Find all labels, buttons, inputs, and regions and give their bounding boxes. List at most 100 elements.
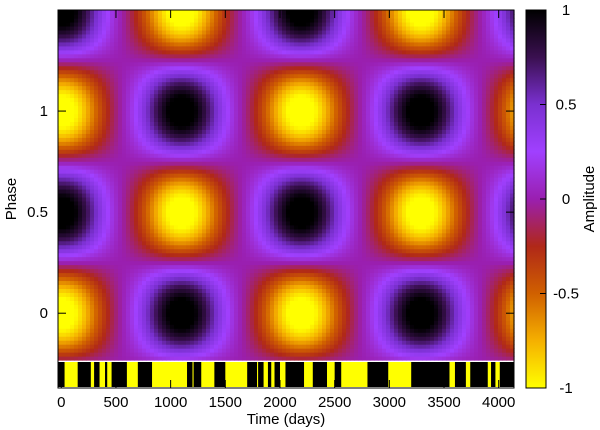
heatmap-cell	[274, 236, 279, 242]
heatmap-cell	[198, 21, 203, 27]
heatmap-cell	[62, 81, 67, 87]
heatmap-cell	[210, 97, 215, 103]
heatmap-cell	[62, 10, 67, 15]
heatmap-cell	[114, 37, 119, 43]
heatmap-cell	[86, 216, 91, 222]
heatmap-cell	[250, 188, 255, 194]
heatmap-cell	[222, 161, 227, 166]
heatmap-cell	[150, 181, 155, 186]
heatmap-cell	[142, 97, 147, 103]
heatmap-cell	[246, 81, 251, 87]
heatmap-cell	[198, 177, 203, 182]
heatmap-cell	[238, 81, 243, 87]
heatmap-cell	[186, 177, 191, 182]
heatmap-cell	[62, 65, 67, 71]
heatmap-cell	[78, 296, 83, 301]
heatmap-cell	[246, 200, 251, 206]
heatmap-cell	[190, 49, 195, 55]
heatmap-cell	[106, 37, 111, 43]
heatmap-cell	[270, 93, 275, 99]
heatmap-cell	[198, 145, 203, 150]
heatmap-cell	[82, 332, 87, 337]
heatmap-cell	[90, 272, 95, 278]
heatmap-cell	[158, 324, 163, 329]
heatmap-cell	[62, 173, 67, 178]
heatmap-cell	[78, 196, 83, 202]
heatmap-cell	[126, 356, 131, 361]
heatmap-cell	[234, 105, 239, 111]
heatmap-cell	[110, 352, 115, 357]
heatmap-cell	[194, 348, 199, 353]
heatmap-cell	[222, 244, 227, 250]
heatmap-cell	[218, 53, 223, 59]
heatmap-cell	[70, 352, 75, 357]
heatmap-cell	[186, 212, 191, 218]
heatmap-cell	[274, 37, 279, 43]
heatmap-cell	[94, 348, 99, 353]
heatmap-cell	[150, 200, 155, 206]
heatmap-cell	[114, 316, 119, 321]
heatmap-cell	[114, 248, 119, 254]
heatmap-cell	[170, 300, 175, 305]
heatmap-cell	[226, 224, 231, 230]
heatmap-cell	[194, 185, 199, 190]
heatmap-cell	[226, 264, 231, 270]
heatmap-cell	[138, 196, 143, 202]
heatmap-cell	[70, 141, 75, 146]
heatmap-cell	[246, 153, 251, 158]
heatmap-cell	[146, 324, 151, 329]
heatmap-cell	[174, 149, 179, 154]
heatmap-cell	[130, 57, 135, 63]
heatmap-cell	[130, 153, 135, 158]
heatmap-cell	[98, 113, 103, 118]
heatmap-cell	[146, 133, 151, 138]
heatmap-cell	[154, 332, 159, 337]
heatmap-cell	[174, 204, 179, 210]
heatmap-cell	[162, 89, 167, 95]
heatmap-cell	[202, 340, 207, 345]
heatmap-cell	[110, 65, 115, 71]
heatmap-cell	[86, 272, 91, 278]
heatmap-cell	[142, 13, 147, 19]
heatmap-cell	[118, 157, 123, 162]
heatmap-cell	[218, 320, 223, 325]
heatmap-cell	[182, 208, 187, 214]
heatmap-cell	[110, 248, 115, 254]
heatmap-cell	[194, 324, 199, 329]
heatmap-cell	[94, 97, 99, 103]
heatmap-cell	[246, 204, 251, 210]
heatmap-cell	[70, 344, 75, 349]
heatmap-cell	[98, 304, 103, 309]
heatmap-cell	[98, 45, 103, 51]
heatmap-cell	[274, 288, 279, 293]
heatmap-cell	[222, 53, 227, 59]
heatmap-cell	[238, 188, 243, 194]
heatmap-cell	[258, 169, 263, 174]
heatmap-cell	[282, 268, 287, 274]
heatmap-cell	[190, 296, 195, 301]
heatmap-cell	[130, 220, 135, 226]
heatmap-cell	[186, 308, 191, 313]
heatmap-cell	[258, 153, 263, 158]
heatmap-cell	[118, 224, 123, 230]
heatmap-cell	[266, 117, 271, 122]
heatmap-cell	[278, 101, 283, 107]
heatmap-cell	[102, 252, 107, 258]
heatmap-cell	[242, 61, 247, 67]
heatmap-cell	[238, 352, 243, 357]
heatmap-cell	[242, 137, 247, 142]
heatmap-cell	[110, 268, 115, 274]
heatmap-cell	[82, 316, 87, 321]
heatmap-cell	[126, 65, 131, 71]
heatmap-cell	[202, 316, 207, 321]
heatmap-cell	[94, 85, 99, 91]
heatmap-cell	[178, 220, 183, 226]
heatmap-cell	[130, 352, 135, 357]
heatmap-cell	[234, 101, 239, 107]
heatmap-cell	[86, 29, 91, 35]
heatmap-cell	[162, 169, 167, 174]
heatmap-cell	[146, 204, 151, 210]
heatmap-cell	[230, 53, 235, 59]
heatmap-cell	[270, 216, 275, 222]
heatmap-cell	[110, 344, 115, 349]
